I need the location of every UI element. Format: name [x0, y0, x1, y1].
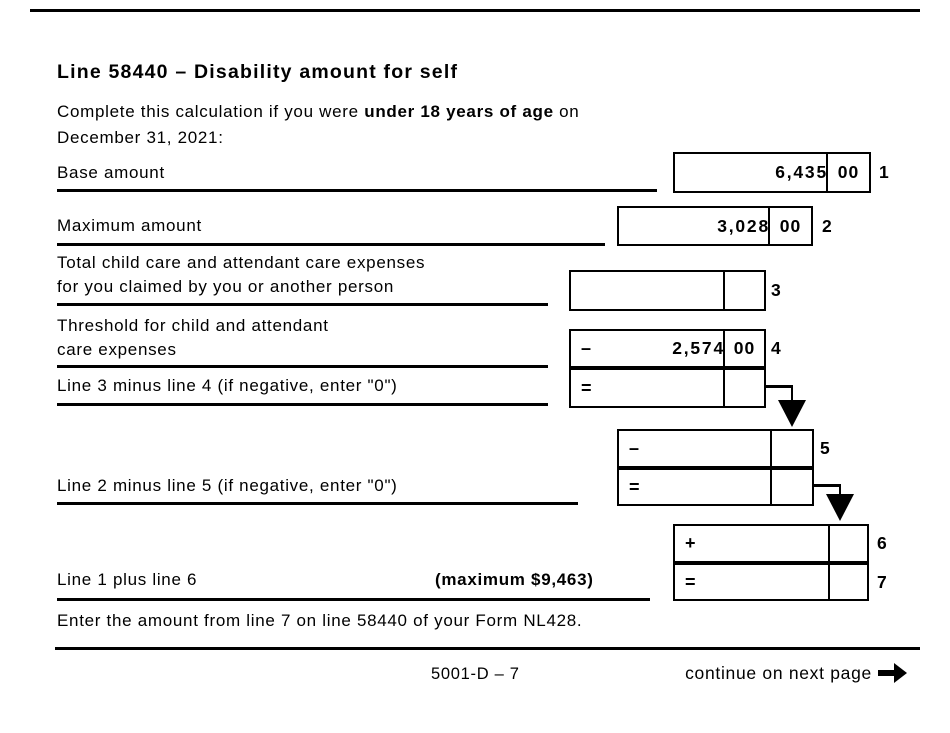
maximum-amount-box: 3,028 00 — [617, 206, 813, 246]
childcare-entry-box[interactable] — [569, 270, 766, 311]
cents-divider — [826, 154, 828, 191]
line-number-2: 2 — [822, 216, 832, 236]
maximum-amount-underline — [57, 243, 605, 246]
cents-divider — [723, 272, 725, 309]
line2minus5-entry-box[interactable]: = — [617, 468, 814, 506]
maximum-amount-label: Maximum amount — [57, 216, 202, 235]
minus-operator: – — [629, 438, 640, 458]
intro-bold: under 18 years of age — [364, 102, 554, 121]
threshold-label-line1: Threshold for child and attendant — [57, 316, 329, 335]
plus-operator: + — [685, 533, 696, 553]
continue-label: continue on next page — [685, 662, 872, 683]
line-number-4: 4 — [771, 338, 781, 358]
childcare-label-line1: Total child care and attendant care expe… — [57, 253, 426, 272]
maximum-amount-value: 3,028 — [717, 215, 770, 236]
base-amount-underline — [57, 189, 657, 192]
equals-operator: = — [581, 377, 592, 398]
base-amount-label: Base amount — [57, 163, 165, 182]
bottom-rule — [55, 647, 920, 650]
childcare-underline — [57, 303, 548, 306]
line6-entry-box[interactable]: + — [673, 524, 869, 563]
arrow-down-icon — [826, 494, 854, 521]
equals-operator: = — [629, 476, 640, 497]
childcare-cents[interactable] — [725, 272, 764, 309]
minus-operator: – — [581, 338, 592, 358]
line2minus5-underline — [57, 502, 578, 505]
threshold-underline — [57, 365, 548, 368]
line2minus5-label: Line 2 minus line 5 (if negative, enter … — [57, 476, 398, 495]
intro-line2: December 31, 2021: — [57, 128, 224, 147]
base-amount-value: 6,435 — [775, 162, 828, 182]
maximum-note: (maximum $9,463) — [435, 570, 594, 589]
base-amount-cents: 00 — [837, 162, 860, 182]
threshold-amount-value: 2,574 — [672, 338, 725, 358]
line-number-7: 7 — [877, 572, 887, 592]
arrow-down-icon — [778, 400, 806, 427]
line7-underline — [57, 598, 650, 601]
form-code: 5001-D – 7 — [431, 665, 520, 683]
equals-operator: = — [685, 571, 696, 592]
childcare-label-line2: for you claimed by you or another person — [57, 277, 395, 296]
line-number-3: 3 — [771, 280, 781, 300]
continue-next-page: continue on next page — [685, 662, 908, 684]
line7-label: Line 1 plus line 6 — [57, 570, 198, 589]
page-title: Line 58440 – Disability amount for self — [57, 61, 459, 83]
cents-divider — [770, 470, 772, 504]
line-number-5: 5 — [820, 438, 830, 458]
threshold-cents: 00 — [733, 338, 756, 358]
top-rule — [30, 9, 920, 12]
cents-divider — [723, 331, 725, 366]
cents-divider — [828, 565, 830, 599]
line3minus4-underline — [57, 403, 548, 406]
arrow-connector — [790, 385, 793, 402]
line-number-1: 1 — [879, 162, 889, 182]
line3minus4-entry-box[interactable]: = — [569, 368, 766, 408]
intro-before: Complete this calculation if you were — [57, 102, 365, 121]
intro-line1: Complete this calculation if you were un… — [57, 102, 579, 122]
base-amount-box: 6,435 00 — [673, 152, 871, 193]
cents-divider — [768, 208, 770, 244]
arrow-right-icon — [878, 663, 907, 683]
threshold-amount-box: – 2,574 00 — [569, 329, 766, 368]
line7-entry-box[interactable]: = — [673, 563, 869, 601]
cents-divider — [723, 370, 725, 406]
threshold-label-line2: care expenses — [57, 340, 177, 359]
arrow-connector — [766, 385, 793, 388]
cents-divider — [770, 431, 772, 466]
intro-after: on — [553, 102, 580, 121]
line3minus4-label: Line 3 minus line 4 (if negative, enter … — [57, 376, 398, 395]
arrow-connector — [838, 484, 841, 496]
childcare-amount-value[interactable] — [571, 272, 734, 309]
line-number-6: 6 — [877, 533, 887, 553]
cents-divider — [828, 526, 830, 561]
enter-amount-instruction: Enter the amount from line 7 on line 584… — [57, 611, 583, 630]
arrow-connector — [814, 484, 841, 487]
line5-entry-box[interactable]: – — [617, 429, 814, 468]
maximum-amount-cents: 00 — [779, 215, 802, 236]
